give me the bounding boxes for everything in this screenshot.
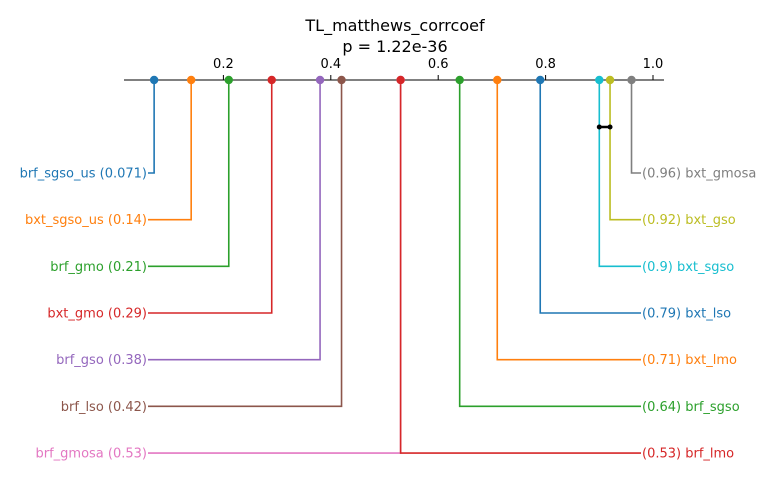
x-tick-label: 1.0	[643, 57, 664, 72]
method-point	[186, 75, 196, 85]
method-label: brf_gmosa (0.53)	[35, 447, 147, 462]
method-label: brf_sgso_us (0.071)	[20, 167, 147, 182]
method-label: (0.96) bxt_gmosa	[642, 167, 756, 182]
method-label: (0.53) brf_lmo	[642, 447, 734, 462]
chart-subtitle: p = 1.22e-36	[342, 37, 447, 56]
method-line	[598, 80, 641, 268]
method-point	[396, 75, 405, 85]
method-point	[455, 75, 464, 85]
method-label: brf_gso (0.38)	[56, 353, 147, 368]
method-label: bxt_sgso_us (0.14)	[25, 213, 147, 228]
clique-end	[596, 124, 602, 130]
method-point	[149, 75, 159, 85]
clique-end	[607, 124, 613, 130]
method-line	[148, 80, 230, 268]
method-line	[148, 80, 192, 221]
method-point	[267, 75, 276, 85]
x-tick-label: 0.8	[535, 57, 556, 72]
x-tick-label: 0.4	[320, 57, 341, 72]
chart-title: TL_matthews_corrcoef	[304, 16, 485, 36]
method-line	[148, 80, 343, 408]
method-label: brf_gmo (0.21)	[50, 260, 147, 275]
method-label: bxt_gmo (0.29)	[47, 307, 147, 322]
method-points	[149, 75, 636, 85]
method-label: (0.79) bxt_lso	[642, 307, 731, 322]
clique-bars	[596, 124, 613, 130]
method-point	[536, 75, 545, 85]
method-point	[595, 75, 604, 85]
method-line	[148, 80, 321, 361]
method-point	[493, 75, 502, 85]
axis: 0.2 0.4 0.6 0.8 1.0	[124, 57, 664, 81]
method-line	[609, 80, 641, 221]
method-line	[630, 80, 641, 174]
method-point	[224, 75, 233, 85]
method-line	[399, 80, 641, 454]
method-label: (0.92) bxt_gso	[642, 213, 736, 228]
method-labels: brf_sgso_us (0.071) bxt_sgso_us (0.14) brf…	[20, 167, 757, 462]
method-point	[315, 75, 325, 85]
method-label: (0.71) bxt_lmo	[642, 353, 737, 368]
method-line	[458, 80, 641, 408]
method-point	[337, 75, 346, 85]
x-tick-label: 0.2	[213, 57, 234, 72]
method-label: (0.64) brf_sgso	[642, 400, 740, 415]
x-tick-label: 0.6	[428, 57, 449, 72]
method-point	[605, 75, 615, 85]
method-line	[148, 80, 155, 174]
method-label: (0.9) bxt_sgso	[642, 260, 734, 275]
method-point	[627, 75, 636, 85]
method-lines	[148, 80, 641, 454]
method-line	[496, 80, 641, 361]
method-line	[148, 80, 273, 314]
method-line	[539, 80, 641, 314]
method-label: brf_lso (0.42)	[61, 400, 147, 415]
